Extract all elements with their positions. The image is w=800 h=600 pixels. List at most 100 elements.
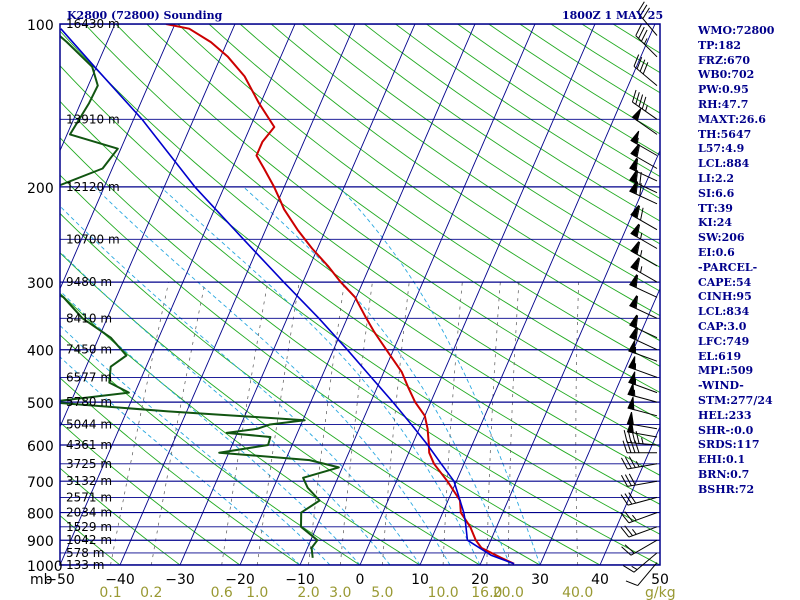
wind-barb-full — [620, 475, 628, 487]
index-item: -PARCEL- — [698, 260, 758, 274]
temperature-tick-label: 40 — [591, 572, 609, 588]
isotherm — [479, 149, 660, 565]
isotherm — [60, 24, 116, 152]
pressure-tick-label: 1000 — [27, 559, 63, 575]
wind-barb-full — [639, 4, 648, 16]
wind-barb-full — [635, 170, 639, 184]
wind-barb-staff — [628, 526, 658, 538]
wind-barb — [631, 108, 658, 135]
index-item: SRDS:117 — [698, 438, 760, 452]
wind-barb-full — [636, 205, 641, 219]
dry-adiabat — [60, 100, 660, 535]
temperature-tick-label: 30 — [531, 572, 549, 588]
wind-barb-full — [624, 525, 633, 537]
parcel-line — [60, 28, 515, 565]
pressure-tick-label: 900 — [27, 534, 54, 550]
height-label: 4361 m — [66, 438, 112, 452]
index-item: CINH:95 — [698, 290, 752, 304]
isotherm — [179, 24, 416, 565]
dry-adiabat — [60, 174, 601, 565]
index-item: CAPE:54 — [698, 275, 752, 289]
wind-barb-staff — [627, 480, 658, 487]
wind-barb-flag — [629, 314, 638, 329]
wind-barb — [629, 295, 658, 319]
wind-barb — [626, 411, 658, 430]
wind-barb-staff — [630, 539, 658, 556]
index-item: RH:47.7 — [698, 97, 749, 111]
mixing-ratio-line — [575, 282, 580, 565]
index-item: PW:0.95 — [698, 83, 749, 97]
dry-adiabat — [60, 334, 361, 565]
dry-adiabat — [301, 24, 660, 268]
height-label: 16430 m — [66, 17, 120, 31]
index-item: TH:5647 — [698, 127, 752, 141]
wind-barb-staff — [633, 65, 658, 86]
chart-title-time: 1800Z 1 MAY 25 — [562, 9, 664, 22]
moist-adiabat — [160, 186, 481, 565]
height-label: 133 m — [66, 558, 104, 572]
dry-adiabat — [60, 30, 660, 476]
wind-barb — [629, 326, 658, 351]
index-item: KI:24 — [698, 216, 733, 230]
pressure-tick-label: 500 — [27, 396, 54, 412]
height-label: 9480 m — [66, 275, 112, 289]
wind-barb-flag — [630, 223, 640, 238]
wind-barb-staff — [628, 512, 658, 524]
index-item: LI:2.2 — [698, 171, 735, 185]
wind-barb-full — [628, 473, 636, 486]
wind-barb — [630, 223, 658, 249]
wind-barb — [630, 130, 658, 156]
isotherm — [299, 24, 536, 565]
index-item: BSHR:72 — [698, 482, 755, 496]
wind-barb-full — [620, 526, 630, 538]
wind-barb — [620, 511, 658, 524]
wind-barb-half — [633, 389, 636, 397]
wind-barb — [637, 1, 658, 36]
mixing-ratio-label: 0.2 — [140, 585, 162, 600]
index-item: WB0:702 — [698, 68, 755, 82]
wind-barb-full — [637, 1, 645, 13]
wind-barb-half — [640, 232, 643, 240]
wind-barb — [628, 371, 658, 394]
wind-barb-full — [622, 440, 628, 453]
mixing-ratio-label: 0.1 — [99, 585, 121, 600]
wind-barb — [620, 492, 658, 506]
mixing-ratio-label: 3.0 — [329, 585, 351, 600]
wind-barb-full — [631, 89, 637, 103]
temperature-tick-label: 10 — [411, 572, 429, 588]
wind-barb-full — [620, 494, 629, 506]
wind-barb — [630, 257, 658, 283]
wind-barb-half — [636, 137, 639, 145]
wind-barb-full — [636, 241, 641, 255]
wind-barb-full — [636, 224, 641, 238]
wind-barb-full — [624, 456, 632, 469]
wind-barb-full — [635, 92, 640, 105]
height-label: 5780 m — [66, 395, 112, 409]
wind-barb-full — [635, 315, 639, 329]
wind-barb-full — [635, 158, 639, 172]
wind-barb-full — [628, 456, 636, 468]
wind-barb — [622, 552, 658, 573]
height-label: 8410 m — [66, 311, 112, 325]
wind-barb-half — [634, 378, 637, 385]
height-label: 1042 m — [66, 533, 112, 547]
index-item: WMO:72800 — [698, 24, 775, 37]
temperature-tick-label: −30 — [165, 572, 195, 588]
mixing-ratio-label: 20.0 — [493, 585, 524, 600]
isotherm — [239, 24, 476, 565]
wind-barb-staff — [627, 441, 658, 446]
wind-barb — [629, 314, 658, 339]
wind-barb-half — [632, 514, 637, 521]
wind-barb-flag — [630, 143, 640, 158]
dry-adiabat — [239, 24, 660, 317]
wind-barb-full — [633, 54, 640, 67]
mixing-ratio-label: 10.0 — [428, 585, 459, 600]
wind-barb-full — [640, 29, 648, 42]
wind-barb-full — [623, 429, 628, 443]
mixing-ratio-label: 2.0 — [297, 585, 319, 600]
wind-barb — [629, 157, 658, 182]
wind-barb-flag — [627, 383, 635, 397]
wind-barb — [620, 456, 658, 470]
height-label: 2571 m — [66, 490, 112, 504]
